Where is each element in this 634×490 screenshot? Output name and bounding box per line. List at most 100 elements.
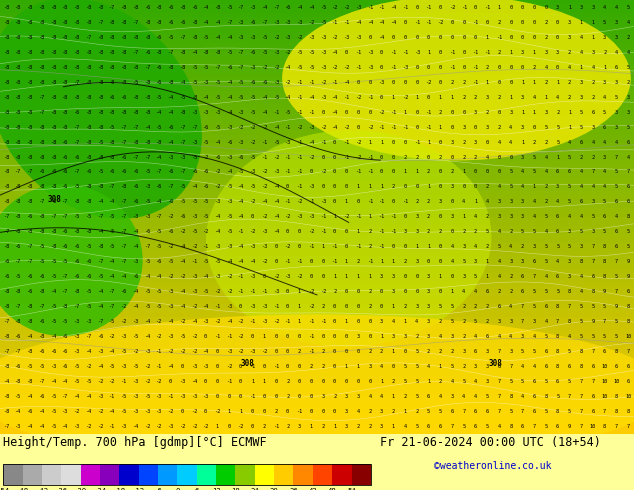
Text: 2: 2: [498, 124, 501, 129]
Text: -8: -8: [85, 184, 91, 190]
Text: -8: -8: [73, 199, 79, 204]
Text: -6: -6: [85, 259, 91, 264]
Text: 0: 0: [498, 110, 501, 115]
Text: 0: 0: [403, 349, 406, 354]
Text: -1: -1: [296, 95, 302, 99]
Text: 0: 0: [333, 304, 336, 309]
Text: -6: -6: [3, 259, 9, 264]
Text: 1: 1: [368, 214, 372, 220]
Text: -1: -1: [472, 20, 479, 25]
Text: -5: -5: [167, 35, 173, 40]
Text: 8: 8: [592, 289, 595, 294]
Text: -6: -6: [61, 349, 68, 354]
Text: 5: 5: [450, 304, 453, 309]
Text: 3: 3: [345, 409, 348, 414]
Text: 3: 3: [356, 334, 359, 339]
Text: 2: 2: [626, 35, 630, 40]
Text: 1: 1: [427, 140, 430, 145]
Text: 3: 3: [427, 334, 430, 339]
Text: -7: -7: [3, 214, 9, 220]
Text: 0: 0: [286, 289, 289, 294]
Text: 0: 0: [368, 80, 372, 85]
Text: 5: 5: [486, 394, 489, 399]
Text: -6: -6: [3, 274, 9, 279]
Text: 0: 0: [204, 409, 207, 414]
Text: -5: -5: [238, 170, 244, 174]
Text: 0: 0: [392, 35, 395, 40]
Text: -4: -4: [261, 199, 268, 204]
Text: -3: -3: [144, 184, 150, 190]
Text: 0: 0: [204, 334, 207, 339]
Text: -1: -1: [402, 50, 408, 55]
Bar: [139, 464, 158, 486]
Text: -8: -8: [3, 334, 9, 339]
Text: -5: -5: [179, 184, 185, 190]
Text: -8: -8: [3, 124, 9, 129]
Text: 0: 0: [321, 154, 325, 160]
Text: -1: -1: [390, 50, 396, 55]
Text: -5: -5: [226, 214, 232, 220]
Text: -3: -3: [73, 319, 79, 324]
Text: 2: 2: [427, 170, 430, 174]
Text: -6: -6: [85, 274, 91, 279]
Text: 2: 2: [439, 110, 442, 115]
Text: -3: -3: [226, 244, 232, 249]
Text: -3: -3: [249, 35, 256, 40]
Text: -5: -5: [85, 304, 91, 309]
Text: -2: -2: [249, 229, 256, 234]
Text: 2: 2: [462, 80, 465, 85]
Text: 4: 4: [568, 65, 571, 70]
Text: -6: -6: [155, 65, 162, 70]
Text: 4: 4: [498, 140, 501, 145]
Text: -8: -8: [61, 95, 68, 99]
Text: -1: -1: [472, 50, 479, 55]
Text: 0: 0: [309, 409, 313, 414]
Text: -8: -8: [85, 20, 91, 25]
Text: -1: -1: [332, 80, 338, 85]
Text: -4: -4: [226, 319, 232, 324]
Text: -8: -8: [144, 80, 150, 85]
Text: -4: -4: [132, 244, 138, 249]
Text: -1: -1: [249, 289, 256, 294]
Text: 2: 2: [486, 110, 489, 115]
Text: 0: 0: [262, 274, 266, 279]
Text: 1: 1: [356, 184, 359, 190]
Text: 0: 0: [439, 80, 442, 85]
Text: 3: 3: [380, 424, 383, 429]
Text: -1: -1: [308, 334, 314, 339]
Text: -7: -7: [38, 110, 44, 115]
Text: -7: -7: [96, 214, 103, 220]
Text: 4: 4: [380, 394, 383, 399]
Text: 0: 0: [181, 364, 184, 369]
Text: 6: 6: [474, 409, 477, 414]
Text: 1: 1: [392, 304, 395, 309]
Text: 5: 5: [556, 140, 559, 145]
Text: -5: -5: [167, 259, 173, 264]
Text: -7: -7: [61, 199, 68, 204]
Text: -5: -5: [226, 229, 232, 234]
Text: 5: 5: [545, 214, 548, 220]
Text: 5: 5: [439, 409, 442, 414]
Text: -1: -1: [285, 259, 291, 264]
Text: 0: 0: [380, 304, 383, 309]
Text: -2: -2: [261, 349, 268, 354]
Text: -8: -8: [108, 20, 115, 25]
Text: 0: 0: [486, 140, 489, 145]
Text: -2: -2: [308, 289, 314, 294]
Text: -3: -3: [191, 364, 197, 369]
Text: -2: -2: [214, 289, 221, 294]
Text: 6: 6: [603, 124, 606, 129]
Text: 1: 1: [262, 334, 266, 339]
Text: 0: 0: [462, 65, 465, 70]
Text: -4: -4: [238, 259, 244, 264]
Text: 0: 0: [521, 65, 524, 70]
Text: -4: -4: [226, 259, 232, 264]
Text: -7: -7: [73, 304, 79, 309]
Text: 7: 7: [533, 424, 536, 429]
Text: 3: 3: [521, 214, 524, 220]
Text: -2: -2: [155, 379, 162, 384]
Text: 0: 0: [356, 319, 359, 324]
Text: -8: -8: [85, 199, 91, 204]
Text: -4: -4: [3, 379, 9, 384]
Text: 3: 3: [556, 50, 559, 55]
